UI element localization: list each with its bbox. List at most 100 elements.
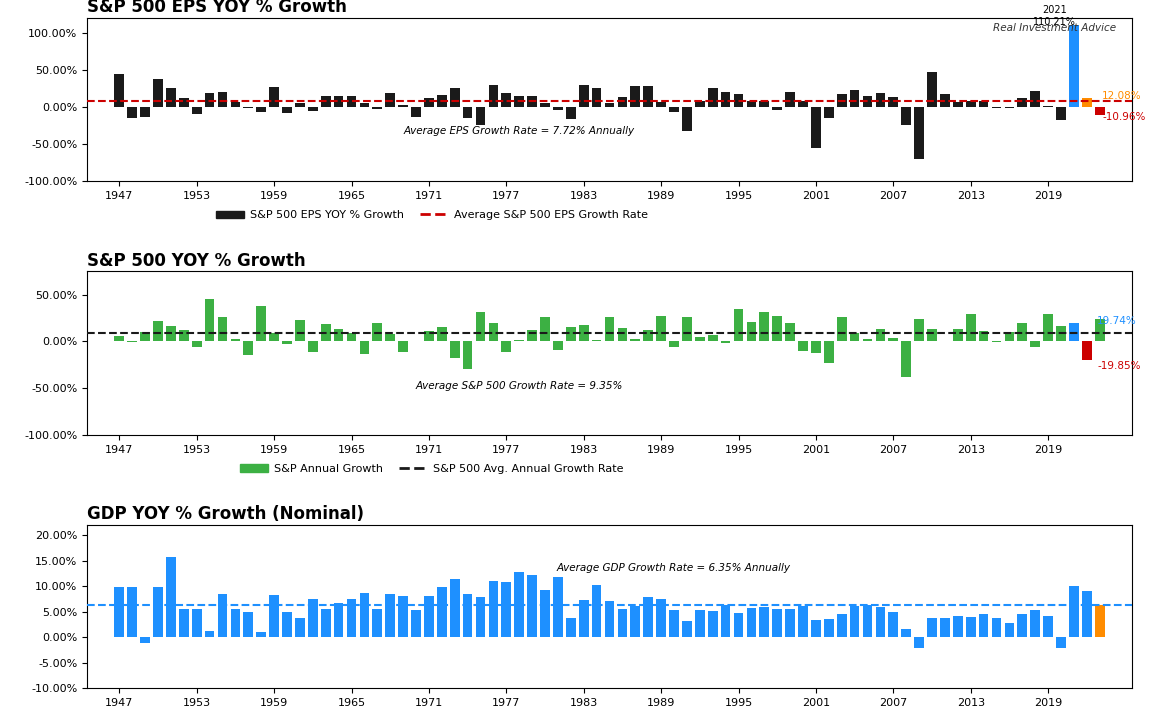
Bar — [837, 614, 846, 638]
Bar — [257, 306, 266, 341]
Bar — [153, 79, 163, 107]
Bar — [1082, 341, 1091, 360]
Bar — [347, 96, 356, 107]
Bar — [565, 618, 576, 638]
Bar — [231, 339, 240, 341]
Text: 2021
110.21%: 2021 110.21% — [1033, 5, 1076, 27]
Bar — [592, 88, 601, 107]
Bar — [565, 328, 576, 341]
Bar — [940, 618, 950, 638]
Bar — [553, 578, 563, 638]
Bar — [489, 85, 498, 107]
Bar — [914, 638, 924, 649]
Bar — [708, 335, 717, 341]
Bar — [592, 340, 601, 341]
Bar — [244, 611, 253, 638]
Bar — [875, 93, 885, 107]
Bar — [824, 107, 834, 118]
Bar — [269, 594, 279, 638]
Bar — [166, 326, 175, 341]
Bar — [669, 107, 679, 112]
Bar — [966, 101, 975, 107]
Legend: S&P Annual Growth, S&P 500 Avg. Annual Growth Rate: S&P Annual Growth, S&P 500 Avg. Annual G… — [236, 460, 628, 478]
Bar — [772, 107, 783, 110]
Bar — [449, 341, 460, 357]
Bar — [850, 333, 859, 341]
Bar — [605, 601, 614, 638]
Bar — [192, 609, 202, 638]
Bar — [424, 98, 434, 107]
Bar — [192, 341, 202, 347]
Bar — [888, 97, 899, 107]
Bar — [514, 96, 524, 107]
Bar — [463, 107, 473, 118]
Bar — [128, 107, 137, 118]
Bar — [257, 107, 266, 112]
Bar — [747, 608, 756, 638]
Bar — [437, 95, 447, 107]
Bar — [527, 330, 536, 341]
Bar — [502, 341, 511, 352]
Bar — [115, 337, 124, 341]
Text: Average S&P 500 Growth Rate = 9.35%: Average S&P 500 Growth Rate = 9.35% — [416, 381, 623, 391]
Text: Average GDP Growth Rate = 6.35% Annually: Average GDP Growth Rate = 6.35% Annually — [557, 563, 791, 573]
Bar — [669, 609, 679, 638]
Bar — [282, 611, 291, 638]
Bar — [140, 332, 150, 341]
Bar — [179, 98, 188, 107]
Bar — [1069, 25, 1079, 107]
Bar — [901, 629, 911, 638]
Bar — [398, 105, 408, 107]
Bar — [695, 609, 705, 638]
Bar — [1030, 341, 1040, 347]
Bar — [347, 333, 356, 341]
Bar — [449, 579, 460, 638]
Bar — [540, 103, 550, 107]
Bar — [540, 317, 550, 341]
Bar — [772, 316, 783, 341]
Bar — [682, 107, 692, 131]
Bar — [166, 88, 175, 107]
Bar — [837, 94, 846, 107]
Bar — [269, 333, 279, 341]
Legend: S&P 500 EPS YOY % Growth, Average S&P 500 EPS Growth Rate: S&P 500 EPS YOY % Growth, Average S&P 50… — [211, 206, 652, 225]
Bar — [373, 107, 382, 109]
Bar — [799, 341, 808, 351]
Bar — [875, 328, 885, 341]
Bar — [115, 587, 124, 638]
Text: 19.74%: 19.74% — [1097, 316, 1137, 325]
Bar — [153, 587, 163, 638]
Bar — [204, 93, 215, 107]
Bar — [991, 618, 1001, 638]
Bar — [140, 107, 150, 117]
Bar — [1044, 314, 1053, 341]
Bar — [940, 94, 950, 107]
Bar — [579, 325, 589, 341]
Bar — [1044, 106, 1053, 107]
Bar — [656, 316, 666, 341]
Text: S&P 500 EPS YOY % Growth: S&P 500 EPS YOY % Growth — [87, 0, 347, 16]
Bar — [928, 618, 937, 638]
Bar — [1017, 614, 1027, 638]
Bar — [953, 616, 962, 638]
Bar — [695, 101, 705, 107]
Bar — [643, 597, 652, 638]
Bar — [605, 317, 614, 341]
Bar — [218, 594, 228, 638]
Bar — [1082, 98, 1091, 107]
Text: GDP YOY % Growth (Nominal): GDP YOY % Growth (Nominal) — [87, 505, 365, 523]
Bar — [1095, 605, 1104, 638]
Bar — [308, 107, 318, 111]
Bar — [347, 599, 356, 638]
Bar — [166, 558, 175, 638]
Bar — [799, 101, 808, 107]
Bar — [140, 638, 150, 643]
Bar — [966, 617, 975, 638]
Bar — [682, 317, 692, 341]
Bar — [244, 107, 253, 108]
Bar — [928, 72, 937, 107]
Bar — [1030, 90, 1040, 107]
Bar — [282, 107, 291, 113]
Bar — [128, 587, 137, 638]
Bar — [837, 316, 846, 341]
